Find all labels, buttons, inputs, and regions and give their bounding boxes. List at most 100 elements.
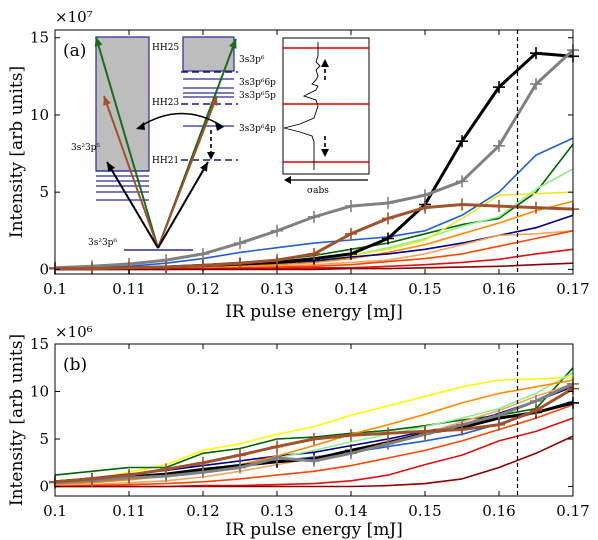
panel-a-data-point [382,196,394,209]
panel-b-label: (b) [63,355,87,375]
panel-a-data-point [419,189,431,202]
arrow-black-right [157,161,209,249]
panel-b-series [49,367,579,489]
panel-b-data-point [271,452,283,464]
panel-a-series-line [54,137,574,270]
panel-b-x-tick-label: 0.14 [334,502,367,520]
panel-b-x-tick-label: 0.12 [186,502,219,520]
panel-a-data-point [308,247,320,260]
panel-b-data-point [123,469,135,482]
panel-b-data-point [530,404,542,417]
panel-b-data-point [234,461,246,474]
panel-b-x-tick-label: 0.15 [408,502,441,520]
label-3s3p6: 3s3p⁶ [239,55,265,65]
coupling-arrow [136,112,224,131]
label-3s3p6-6p: 3s3p⁶6p [239,78,276,88]
panel-a-x-tick-label: 0.17 [556,280,589,298]
panel-a-data-point [308,210,320,223]
panel-b-series-line [55,435,574,488]
panel-a-multiplier: ×10⁷ [55,8,93,26]
panel-b-y-tick-label: 0 [39,478,49,496]
panel-b-y-tick-label: 10 [30,383,49,401]
panel-a-y-tick-label: 5 [39,183,49,201]
panel-b-data-point [197,456,209,469]
panel-a-y-tick-label: 15 [30,29,49,47]
panel-a-y-tick-label: 10 [30,106,49,124]
panel-b-x-tick-label: 0.16 [482,502,515,520]
panel-b-x-tick-label: 0.11 [112,502,145,520]
panel-a: HH25 HH23 HH21 3s3p⁶ 3s3p⁶6p 3s3p⁶5p 3s3p⁶4p 3s… [7,8,590,322]
panel-a-data-point [530,78,542,91]
panel-b-axes: 0.1 0.11 0.12 0.13 0.14 0.15 0.16 0.17 0 5 10 15 [30,335,590,520]
panel-a-data-point [382,212,394,225]
label-hh21: HH21 [152,156,179,166]
panel-a-data-point [86,262,98,275]
arrow-black-left [106,161,159,249]
panel-b-x-tick-label: 0.13 [260,502,293,520]
panel-b-multiplier: ×10⁶ [55,323,93,341]
panel-a-data-point [456,198,468,211]
panel-a-data-point [419,201,431,214]
panel-b-series-line [54,376,574,485]
panel-b-data-point [382,427,394,440]
panel-b-x-tick-label: 0.1 [43,502,67,520]
absorption-arrows [321,59,329,157]
sigma-abs-arrow [284,176,368,184]
panel-a-series [49,44,579,275]
panel-a-data-point [456,135,468,148]
panel-a-data-point [345,200,357,213]
panel-b-data-point [160,463,172,476]
panel-a-label: (a) [63,41,86,61]
panel-b-data-point [456,423,468,436]
panel-b-x-tick-label: 0.17 [556,502,589,520]
panel-a-ylabel: Intensity [arb units] [7,66,27,238]
panel-b: 0.1 0.11 0.12 0.13 0.14 0.15 0.16 0.17 0 5 10 15 (b… [7,323,590,540]
panel-a-data-point [345,247,357,260]
panel-b-data-point [419,425,431,438]
panel-a-axes: 0.1 0.11 0.12 0.13 0.14 0.15 0.16 0.17 0 5 10 15 [30,29,590,298]
panel-a-x-tick-label: 0.12 [186,280,219,298]
panel-b-data-point [493,418,505,431]
panel-a-data-point [456,175,468,188]
panel-a-inset: HH25 HH23 HH21 3s3p⁶ 3s3p⁶6p 3s3p⁶5p 3s3p⁶4p 3s… [71,36,370,251]
absorption-trace [283,42,321,170]
arrow-brown-right [157,95,218,249]
panel-a-data-point [197,247,209,260]
arrow-green-left [94,36,159,249]
panel-b-data-point [345,447,357,460]
panel-a-y-tick-label: 0 [39,260,49,278]
panel-b-data-point [308,454,320,467]
label-3s2-3p6: 3s²3p⁶ [88,238,117,248]
panel-a-data-point [234,237,246,250]
arrow-brown-left [103,95,159,249]
label-3s2-3p5: 3s²3p⁵ [71,143,100,153]
panel-a-data-point [493,81,505,94]
panel-a-x-tick-label: 0.14 [334,280,367,298]
panel-a-data-point [530,47,542,60]
panel-b-data-point [345,429,357,442]
sigma-abs-label: σabs [307,186,329,196]
panel-b-data-point [382,437,394,450]
label-hh25: HH25 [152,43,179,53]
panel-a-x-tick-label: 0.11 [112,280,145,298]
panel-a-frame [54,29,574,275]
panel-a-data-point [530,201,542,214]
panel-b-series-line [54,404,574,488]
panel-b-xlabel: IR pulse energy [mJ] [225,520,403,540]
label-hh23: HH23 [152,98,179,108]
panel-a-data-point [493,139,505,152]
panel-a-data-point [234,257,246,270]
panel-b-y-tick-label: 15 [30,335,49,353]
panel-a-x-tick-label: 0.1 [43,280,67,298]
panel-b-data-point [234,449,246,462]
panel-b-y-tick-label: 5 [39,430,49,448]
panel-a-data-point [493,200,505,213]
panel-a-data-point [345,227,357,240]
panel-a-data-point [271,254,283,267]
panel-a-x-tick-label: 0.13 [260,280,293,298]
panel-b-data-point [271,440,283,453]
panel-b-data-point [308,433,320,445]
panel-b-frame [54,343,574,497]
panel-a-series-line [55,262,574,271]
